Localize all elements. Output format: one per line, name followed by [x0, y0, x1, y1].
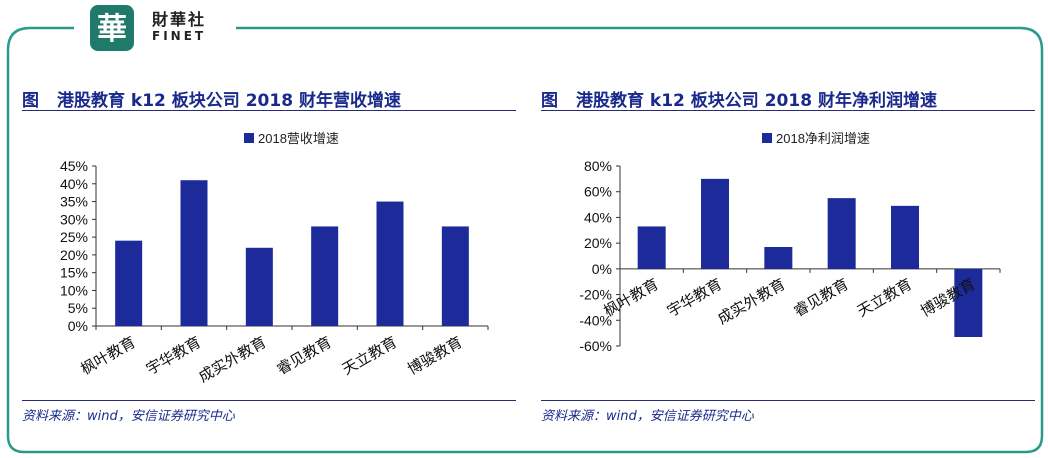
x-tick-label: 博骏教育: [405, 334, 465, 379]
brand-glyph: 華: [97, 13, 127, 46]
y-tick-label: 40%: [584, 209, 612, 225]
brand-logo: 華: [86, 3, 138, 53]
panel-2-source: 资料来源：wind，安信证券研究中心: [541, 409, 754, 424]
y-tick-label: 30%: [60, 211, 88, 227]
panel-2-bottom-rule: [541, 400, 1035, 401]
legend-label: 2018营收增速: [258, 131, 339, 146]
x-tick-label: 天立教育: [855, 276, 915, 321]
brand-name-en: FINET: [152, 29, 207, 43]
legend: 2018营收增速: [244, 131, 339, 146]
bar: [891, 205, 919, 269]
y-tick-label: 25%: [60, 229, 88, 245]
bar: [827, 198, 856, 269]
legend-swatch: [244, 133, 254, 143]
y-tick-label: 40%: [60, 176, 88, 192]
legend-label: 2018净利润增速: [776, 131, 870, 146]
brand-seal-icon: 華: [90, 5, 134, 51]
x-tick-label: 成实外教育: [196, 334, 269, 386]
bar: [441, 226, 469, 326]
legend-swatch: [762, 133, 772, 143]
bar: [245, 247, 273, 326]
y-tick-label: -40%: [579, 312, 612, 328]
panel-2-title: 图港股教育 k12 板块公司 2018 财年净利润增速: [541, 86, 937, 111]
panel-1-title: 图港股教育 k12 板块公司 2018 财年营收增速: [22, 86, 401, 111]
bar: [764, 247, 793, 269]
chart-revenue-growth: 2018营收增速 0% 5% 10%15% 20% 25% 30%35% 40% 45% 枫叶教育…: [60, 131, 489, 386]
y-tick-label: 45%: [60, 158, 88, 174]
panel-1-title-text: 港股教育 k12 板块公司 2018 财年营收增速: [57, 91, 401, 111]
x-tick-label: 天立教育: [340, 334, 400, 379]
panel-2-title-rule: [541, 110, 1035, 111]
panel-1-bottom-rule: [22, 400, 516, 401]
y-tick-label: 20%: [584, 235, 612, 251]
brand-name-cn: 財華社: [152, 10, 207, 29]
bar: [954, 268, 983, 337]
panel-1-source: 资料来源：wind，安信证券研究中心: [22, 409, 235, 424]
y-tick-label: 0%: [68, 318, 88, 334]
y-tick-label: 5%: [68, 300, 88, 316]
panel-1-title-rule: [22, 110, 516, 111]
bar: [701, 178, 729, 269]
bar: [376, 201, 404, 326]
panel-2-title-text: 港股教育 k12 板块公司 2018 财年净利润增速: [576, 91, 937, 111]
y-tick-label: 80%: [584, 158, 612, 174]
y-tick-label: -60%: [579, 338, 612, 354]
legend: 2018净利润增速: [762, 131, 870, 146]
panel-1-fig-label: 图: [22, 91, 39, 111]
y-tick-label: 15%: [60, 265, 88, 281]
bar: [637, 226, 666, 269]
bar: [180, 180, 208, 326]
y-tick-label: 60%: [584, 184, 612, 200]
panel-2-fig-label: 图: [541, 91, 558, 111]
chart-profit-growth: 2018净利润增速-60%-40%-20%0%20%40%60%80%枫叶教育宇…: [579, 131, 1001, 354]
x-tick-label: 睿见教育: [791, 276, 851, 321]
bar: [311, 226, 339, 326]
y-tick-label: -20%: [579, 287, 612, 303]
x-tick-label: 睿见教育: [274, 334, 334, 379]
y-tick-label: 0%: [592, 261, 612, 277]
bar: [115, 240, 143, 326]
x-tick-label: 成实外教育: [715, 276, 788, 328]
x-tick-label: 宇华教育: [144, 334, 204, 379]
y-tick-label: 20%: [60, 247, 88, 263]
y-tick-label: 10%: [60, 282, 88, 298]
y-tick-label: 35%: [60, 194, 88, 210]
x-tick-label: 枫叶教育: [78, 334, 138, 379]
